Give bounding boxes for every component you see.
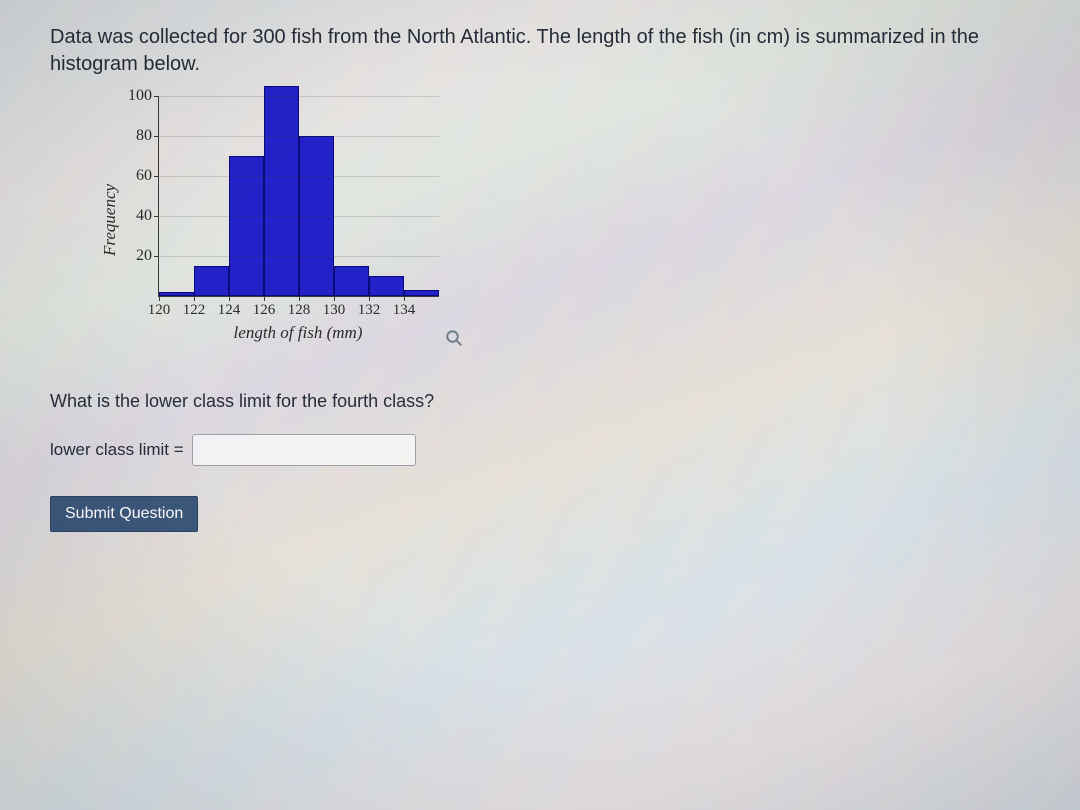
histogram-bar	[369, 276, 404, 296]
gridline	[159, 176, 439, 177]
x-tick-label: 134	[388, 302, 420, 319]
x-tick-label: 120	[143, 302, 175, 319]
x-tick-label: 130	[318, 302, 350, 319]
y-tick: 60	[136, 156, 152, 196]
histogram-plot-area: 120122124126128130132134	[158, 96, 439, 297]
x-tick-label: 132	[353, 302, 385, 319]
histogram-bar	[334, 266, 369, 296]
histogram-bar	[404, 290, 439, 296]
y-tick-mark	[154, 176, 159, 177]
x-tick-mark	[159, 296, 160, 301]
y-tick: 40	[136, 196, 152, 236]
x-tick-mark	[264, 296, 265, 301]
histogram-bar	[159, 292, 194, 296]
gridline	[159, 216, 439, 217]
x-tick-label: 122	[178, 302, 210, 319]
gridline	[159, 256, 439, 257]
x-tick-mark	[334, 296, 335, 301]
y-tick: 20	[136, 236, 152, 276]
x-tick-mark	[194, 296, 195, 301]
y-tick-mark	[154, 96, 159, 97]
question-container: Data was collected for 300 fish from the…	[0, 0, 1080, 556]
histogram-bars	[159, 96, 439, 296]
histogram-bar	[194, 266, 229, 296]
x-tick-label: 128	[283, 302, 315, 319]
x-tick-mark	[369, 296, 370, 301]
answer-input[interactable]	[192, 434, 416, 466]
x-axis-label: length of fish (mm)	[158, 323, 438, 343]
histogram-bar	[229, 156, 264, 296]
gridline	[159, 96, 439, 97]
y-tick-mark	[154, 136, 159, 137]
y-tick-mark	[154, 256, 159, 257]
gridline	[159, 136, 439, 137]
x-tick-mark	[229, 296, 230, 301]
y-axis-ticks: 100 80 60 40 20	[128, 96, 152, 296]
submit-button[interactable]: Submit Question	[50, 496, 198, 532]
answer-label: lower class limit =	[50, 440, 184, 460]
x-tick-label: 126	[248, 302, 280, 319]
question-prompt: Data was collected for 300 fish from the…	[50, 24, 1030, 78]
y-tick-mark	[154, 216, 159, 217]
y-tick: 100	[128, 76, 152, 116]
histogram-bar	[264, 86, 299, 296]
x-tick-mark	[404, 296, 405, 301]
question-text: What is the lower class limit for the fo…	[50, 391, 1030, 412]
answer-row: lower class limit =	[50, 434, 1030, 466]
y-tick: 80	[136, 116, 152, 156]
x-tick-mark	[299, 296, 300, 301]
magnify-icon[interactable]	[445, 329, 463, 352]
y-axis-label: Frequency	[100, 120, 120, 320]
histogram-chart: Frequency 100 80 60 40 20 12012212412612…	[100, 96, 1030, 343]
x-tick-label: 124	[213, 302, 245, 319]
